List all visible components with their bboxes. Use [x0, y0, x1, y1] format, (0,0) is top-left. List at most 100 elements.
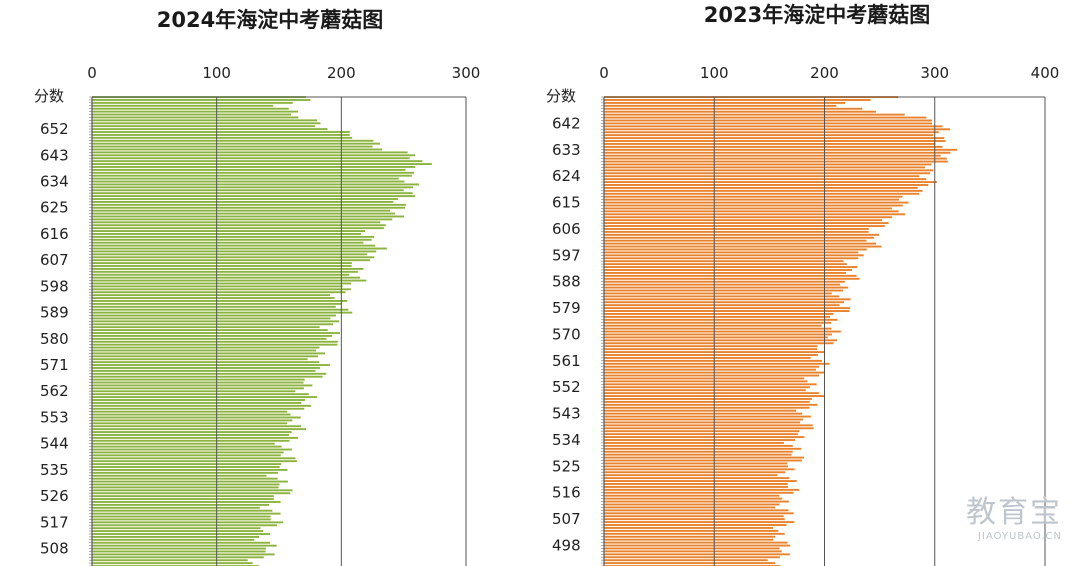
- bar: [92, 166, 416, 168]
- bar: [604, 157, 947, 160]
- bar: [92, 410, 288, 413]
- bar: [92, 230, 366, 232]
- bar: [92, 215, 404, 218]
- bar: [92, 544, 277, 547]
- bar: [604, 403, 818, 406]
- y-tick-label: 507: [552, 510, 581, 528]
- bar: [92, 192, 413, 195]
- bar: [604, 116, 927, 119]
- y-tick-label: 526: [40, 487, 69, 505]
- bar: [604, 110, 876, 113]
- bar: [604, 345, 818, 348]
- y-tick-label: 625: [40, 199, 69, 217]
- bar: [92, 404, 311, 407]
- bar: [604, 462, 788, 465]
- bar: [604, 509, 789, 512]
- bar: [92, 122, 321, 125]
- bar: [604, 368, 816, 371]
- bar: [604, 339, 837, 342]
- bar: [92, 279, 367, 282]
- bar: [92, 116, 299, 119]
- bar: [92, 136, 353, 139]
- bar: [92, 340, 338, 343]
- bar: [604, 301, 845, 304]
- y-tick-label: 597: [552, 246, 581, 264]
- bar: [604, 386, 810, 389]
- bar: [92, 375, 323, 378]
- bar: [604, 140, 946, 142]
- y-tick-label: 508: [40, 540, 69, 558]
- bar: [92, 503, 270, 506]
- bar: [92, 291, 346, 294]
- bar: [92, 407, 305, 410]
- bar: [92, 262, 352, 265]
- bar: [92, 107, 289, 110]
- bar: [92, 466, 280, 468]
- bar: [604, 113, 905, 116]
- y-tick-label: 570: [552, 325, 581, 343]
- bar: [604, 532, 785, 535]
- bar: [604, 101, 846, 104]
- bar: [604, 99, 871, 101]
- y-tick-label: 543: [552, 405, 581, 423]
- y-tick-label: 561: [552, 352, 581, 370]
- y-axis-label: 分数: [34, 87, 64, 105]
- bar: [604, 242, 876, 245]
- bar: [604, 333, 832, 336]
- bar: [604, 336, 828, 339]
- bar: [604, 289, 843, 292]
- bar: [604, 547, 780, 550]
- bar: [604, 377, 805, 380]
- bar: [604, 453, 792, 456]
- x-tick-label: 200: [810, 64, 839, 82]
- bar: [92, 250, 377, 253]
- bar: [604, 491, 794, 494]
- bar: [92, 352, 325, 355]
- y-tick-label: 615: [552, 194, 581, 212]
- bar: [604, 239, 867, 242]
- bar: [92, 160, 423, 163]
- bar: [604, 263, 847, 266]
- bar: [604, 131, 939, 134]
- bar: [604, 342, 834, 345]
- x-tick-label: 0: [599, 64, 609, 82]
- bar: [604, 348, 817, 351]
- watermark-subtext: JIAOYUBAO.CN: [978, 531, 1062, 542]
- x-tick-label: 100: [700, 64, 729, 82]
- y-tick-label: 535: [40, 461, 69, 479]
- y-tick-label: 606: [552, 220, 581, 238]
- bar: [604, 178, 927, 181]
- x-tick-label: 0: [87, 64, 97, 82]
- bar: [604, 553, 790, 556]
- bar: [92, 326, 320, 329]
- y-tick-label: 634: [40, 172, 69, 190]
- bar: [604, 556, 780, 559]
- y-tick-label: 624: [552, 167, 581, 185]
- bar: [604, 245, 882, 248]
- bar: [92, 195, 416, 198]
- bar: [92, 180, 405, 183]
- bar: [604, 488, 799, 491]
- bar: [604, 225, 885, 227]
- bar: [604, 315, 830, 318]
- bar: [604, 280, 845, 283]
- bar: [92, 530, 264, 533]
- y-tick-label: 598: [40, 277, 69, 295]
- bar: [92, 270, 358, 273]
- bar: [92, 294, 330, 297]
- chart-2024-svg: 2024年海淀中考蘑菇图 分数 0 100 200 300 652 643 634 625 61…: [34, 8, 480, 566]
- bar: [604, 529, 779, 532]
- bar: [92, 349, 317, 352]
- bar: [92, 381, 304, 384]
- y-tick-label: 579: [552, 299, 581, 317]
- bar: [92, 334, 333, 337]
- bar: [92, 235, 375, 238]
- bar: [604, 559, 768, 562]
- bar: [604, 380, 808, 383]
- bar: [604, 125, 943, 128]
- bar: [92, 474, 267, 477]
- bar: [604, 430, 800, 433]
- bar: [92, 163, 432, 165]
- bar: [604, 307, 851, 310]
- x-tick-label: 400: [1031, 64, 1060, 82]
